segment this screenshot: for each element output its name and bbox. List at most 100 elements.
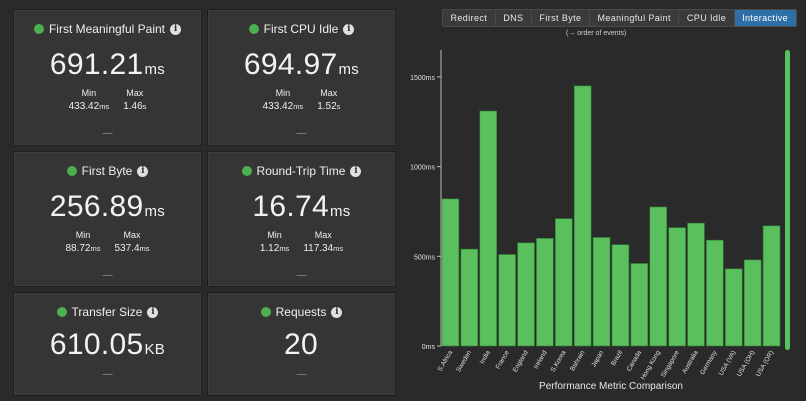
y-tick-label: 1500ms <box>410 75 435 82</box>
tab-redirect[interactable]: Redirect <box>443 10 496 26</box>
trend-placeholder: — <box>102 128 113 139</box>
metric-card-round-trip-time: Round-Trip Time i 16.74ms Min 1.12ms Max 11… <box>207 151 396 287</box>
y-tick-label: 1000ms <box>410 165 435 172</box>
x-tick-label: S.Korea <box>550 349 568 373</box>
info-icon[interactable]: i <box>331 306 343 318</box>
status-dot-icon <box>241 166 252 176</box>
max-value: 1.52 <box>317 101 337 112</box>
bar[interactable] <box>573 85 592 347</box>
max-unit: ms <box>139 244 150 253</box>
tab-interactive[interactable]: Interactive <box>734 10 796 26</box>
tab-first-byte[interactable]: First Byte <box>532 10 590 26</box>
max-label: Max <box>314 230 332 240</box>
metric-unit: ms <box>338 61 360 78</box>
min-label: Min <box>275 88 291 98</box>
bar[interactable] <box>592 237 611 347</box>
x-tick-label: S.Africa <box>437 349 455 373</box>
status-dot-icon <box>66 166 77 176</box>
max-label: Max <box>320 88 338 98</box>
bar[interactable] <box>555 218 573 347</box>
x-tick-label: England <box>512 349 530 373</box>
card-title: First Meaningful Paint <box>48 22 166 36</box>
metric-unit: ms <box>144 61 166 78</box>
metric-value: 20 <box>284 328 318 361</box>
max-label: Max <box>123 230 141 240</box>
max-value: 117.34 <box>303 243 334 254</box>
bar[interactable] <box>687 222 705 347</box>
bar[interactable] <box>498 254 516 347</box>
metric-tabs: Redirect DNS First Byte Meaningful Paint… <box>442 9 797 27</box>
metric-unit: ms <box>144 203 166 220</box>
info-icon[interactable]: i <box>350 165 362 177</box>
bar[interactable] <box>762 225 781 347</box>
min-value: 88.72 <box>65 243 91 254</box>
status-dot-icon <box>56 307 67 317</box>
status-dot-icon <box>260 307 271 317</box>
info-icon[interactable]: i <box>170 23 182 35</box>
info-icon[interactable]: i <box>137 165 149 177</box>
trend-placeholder: — <box>102 270 113 281</box>
max-value: 1.46 <box>123 101 143 112</box>
max-unit: s <box>142 102 147 111</box>
x-tick-label: Canada <box>626 349 644 373</box>
y-tick-label: 0ms <box>422 344 436 351</box>
bar[interactable] <box>460 248 479 347</box>
x-tick-label: Sweden <box>455 349 473 373</box>
bar[interactable] <box>649 206 667 347</box>
bar[interactable] <box>479 110 497 347</box>
x-tick-label: Brazil <box>610 349 624 367</box>
bar[interactable] <box>536 238 554 347</box>
trend-placeholder: — <box>296 369 307 380</box>
bar[interactable] <box>706 239 724 347</box>
metric-value: 16.74 <box>252 190 329 223</box>
y-tick-label: 500ms <box>414 254 436 261</box>
bar[interactable] <box>611 244 630 347</box>
card-title: First CPU Idle <box>263 22 339 36</box>
metric-value: 610.05 <box>49 328 144 361</box>
metric-card-first-meaningful-paint: First Meaningful Paint i 691.21ms Min 433.… <box>13 9 202 146</box>
card-title: Requests <box>275 305 327 319</box>
max-label: Max <box>126 88 144 98</box>
min-value: 433.42 <box>262 101 294 112</box>
trend-placeholder: — <box>296 270 307 281</box>
x-tick-label: USA (VA) <box>718 350 738 377</box>
scrollbar-thumb[interactable] <box>785 50 790 350</box>
x-tick-label: Hong Kong <box>640 349 663 381</box>
bar[interactable] <box>743 259 762 347</box>
tab-cpu-idle[interactable]: CPU Idle <box>679 10 735 26</box>
min-label: Min <box>75 230 91 240</box>
bar[interactable] <box>725 268 743 347</box>
bar[interactable] <box>630 263 649 347</box>
bar[interactable] <box>441 198 460 347</box>
min-unit: ms <box>279 244 290 253</box>
metric-unit: KB <box>144 341 166 358</box>
min-value: 433.42 <box>68 101 100 112</box>
x-tick-label: Germany <box>699 349 719 376</box>
metric-card-first-cpu-idle: First CPU Idle i 694.97ms Min 433.42ms Max… <box>207 9 396 146</box>
chart-scrollbar[interactable] <box>785 50 790 350</box>
status-dot-icon <box>33 24 44 34</box>
min-label: Min <box>81 88 97 98</box>
metric-unit: ms <box>329 203 351 220</box>
x-tick-label: India <box>479 349 492 365</box>
metric-value: 256.89 <box>49 190 144 223</box>
x-tick-label: Japan <box>590 349 605 368</box>
card-title: Round-Trip Time <box>256 164 346 178</box>
trend-placeholder: — <box>102 369 113 380</box>
bar[interactable] <box>517 242 535 347</box>
chart-title: Performance Metric Comparison <box>539 381 683 392</box>
min-unit: ms <box>293 102 304 111</box>
tab-dns[interactable]: DNS <box>496 10 532 26</box>
metric-value: 694.97 <box>243 48 338 81</box>
metric-card-first-byte: First Byte i 256.89ms Min 88.72ms Max 537.4… <box>13 151 202 287</box>
metric-value: 691.21 <box>49 48 144 81</box>
max-value: 537.4 <box>114 243 140 254</box>
info-icon[interactable]: i <box>343 23 355 35</box>
min-unit: ms <box>90 244 101 253</box>
max-unit: ms <box>333 244 344 253</box>
status-dot-icon <box>248 24 259 34</box>
bar[interactable] <box>668 227 686 347</box>
x-tick-label: Australia <box>681 349 700 375</box>
tab-meaningful-paint[interactable]: Meaningful Paint <box>590 10 680 26</box>
info-icon[interactable]: i <box>147 306 159 318</box>
